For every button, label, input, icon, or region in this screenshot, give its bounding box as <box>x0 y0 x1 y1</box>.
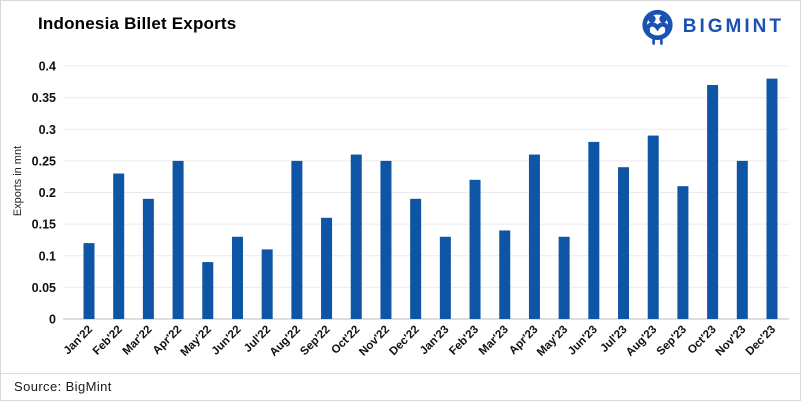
bar <box>380 160 392 319</box>
y-tick-label: 0.4 <box>39 60 56 74</box>
source-caption: Source: BigMint <box>14 379 112 394</box>
bar <box>766 78 778 320</box>
x-tick-label: May'22 <box>179 324 214 359</box>
bigmint-people-icon <box>642 9 673 45</box>
y-tick-label: 0 <box>49 313 56 327</box>
bar <box>647 135 659 319</box>
bar <box>231 236 243 319</box>
x-tick-label: Nov'23 <box>714 324 749 359</box>
y-tick-label: 0.1 <box>39 249 56 263</box>
x-tick-label: Jun'23 <box>566 324 600 358</box>
bigmint-logo-text: BIGMINT <box>682 16 784 37</box>
bar <box>261 249 273 319</box>
bar <box>172 160 184 319</box>
y-tick-label: 0.2 <box>39 186 56 200</box>
y-axis-title: Exports in mnt <box>12 145 24 217</box>
bar <box>707 84 719 319</box>
bar <box>113 173 125 319</box>
bigmint-logo: BIGMINT <box>639 8 784 46</box>
x-tick-label: Jan'22 <box>62 324 95 357</box>
bar <box>439 236 451 319</box>
bar <box>677 186 689 319</box>
y-tick-label: 0.25 <box>32 154 56 168</box>
bar <box>291 160 303 319</box>
x-tick-label: Jun'22 <box>210 324 244 358</box>
x-tick-label: Feb'23 <box>447 324 481 358</box>
bar <box>142 198 154 319</box>
x-tick-label: Mar'23 <box>477 324 511 358</box>
bar <box>558 236 570 319</box>
x-tick-label: Jan'23 <box>418 324 451 357</box>
bar <box>350 154 362 319</box>
footer-divider <box>1 373 800 374</box>
x-tick-label: Mar'22 <box>121 324 155 358</box>
x-tick-label: Dec'23 <box>744 324 778 358</box>
bar <box>202 262 214 319</box>
bar <box>83 243 95 319</box>
bar <box>410 198 422 319</box>
x-tick-label: Nov'22 <box>357 324 392 359</box>
y-tick-label: 0.35 <box>32 91 56 105</box>
x-tick-label: Aug'22 <box>268 324 303 359</box>
y-tick-label: 0.15 <box>32 218 56 232</box>
x-tick-label: Dec'22 <box>387 324 421 358</box>
bar <box>588 141 600 319</box>
y-tick-label: 0.05 <box>32 281 56 295</box>
x-tick-label: Feb'22 <box>91 324 125 358</box>
bar <box>618 167 630 319</box>
bar <box>321 217 333 319</box>
x-tick-label: May'23 <box>535 324 570 359</box>
x-tick-label: Aug'23 <box>624 324 659 359</box>
x-tick-label: Oct'23 <box>686 324 719 357</box>
bar <box>736 160 748 319</box>
y-tick-label: 0.3 <box>39 123 56 137</box>
x-tick-label: Oct'22 <box>329 324 362 357</box>
chart-title: Indonesia Billet Exports <box>38 14 237 33</box>
bar <box>528 154 540 319</box>
bar <box>469 179 481 319</box>
x-tick-label: Sep'22 <box>298 324 332 358</box>
x-tick-label: Sep'23 <box>655 324 689 358</box>
bar <box>499 230 511 319</box>
